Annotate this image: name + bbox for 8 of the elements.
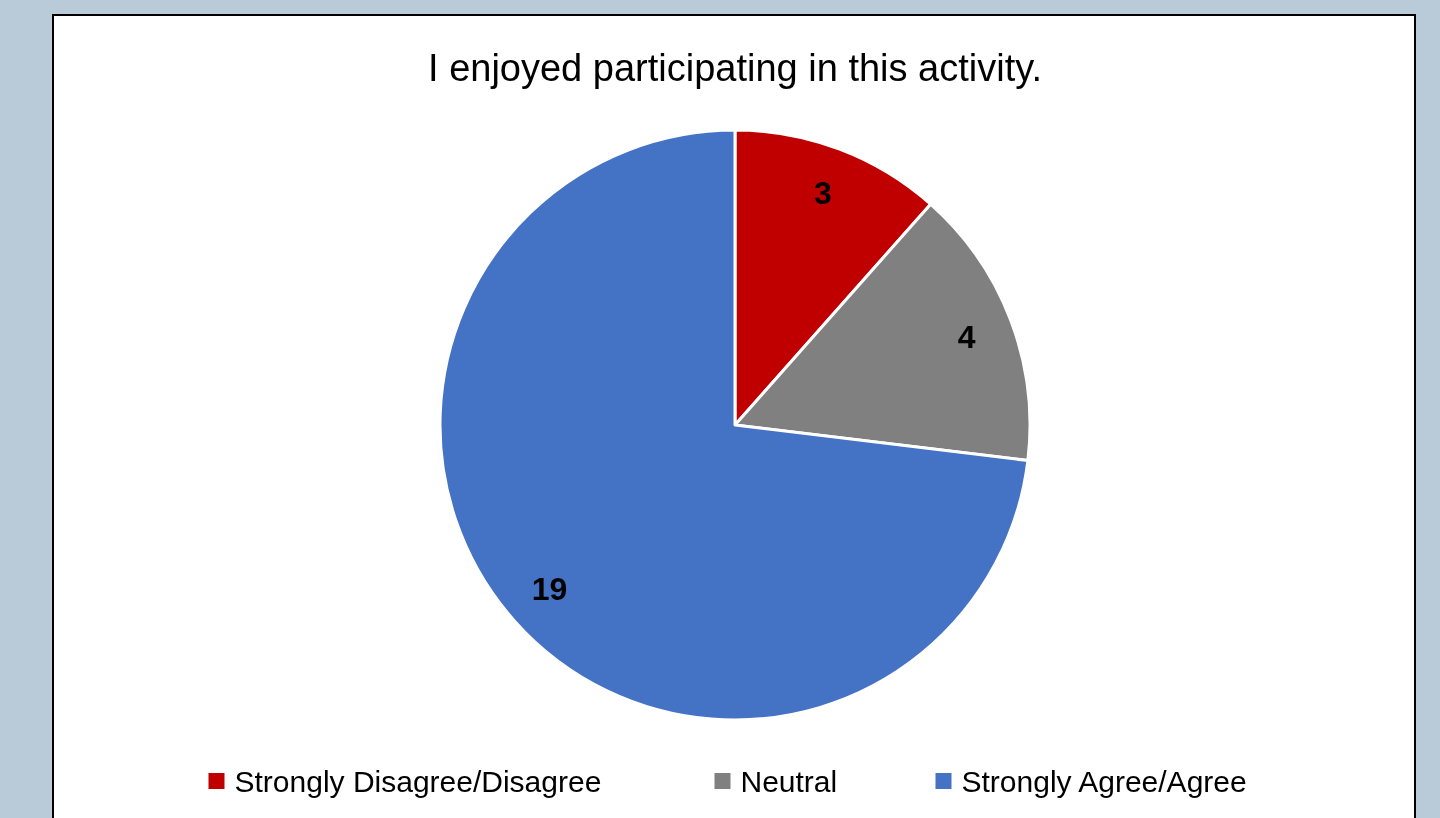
data-label: 3 <box>813 175 832 212</box>
legend-label: Neutral <box>740 764 838 798</box>
legend-label: Strongly Agree/Agree <box>961 764 1247 798</box>
pie-slice <box>438 128 1030 722</box>
data-label: 19 <box>531 571 568 608</box>
data-label: 4 <box>957 319 976 356</box>
legend-label: Strongly Disagree/Disagree <box>234 764 602 798</box>
chart-title: I enjoyed participating in this activity. <box>428 47 1042 89</box>
